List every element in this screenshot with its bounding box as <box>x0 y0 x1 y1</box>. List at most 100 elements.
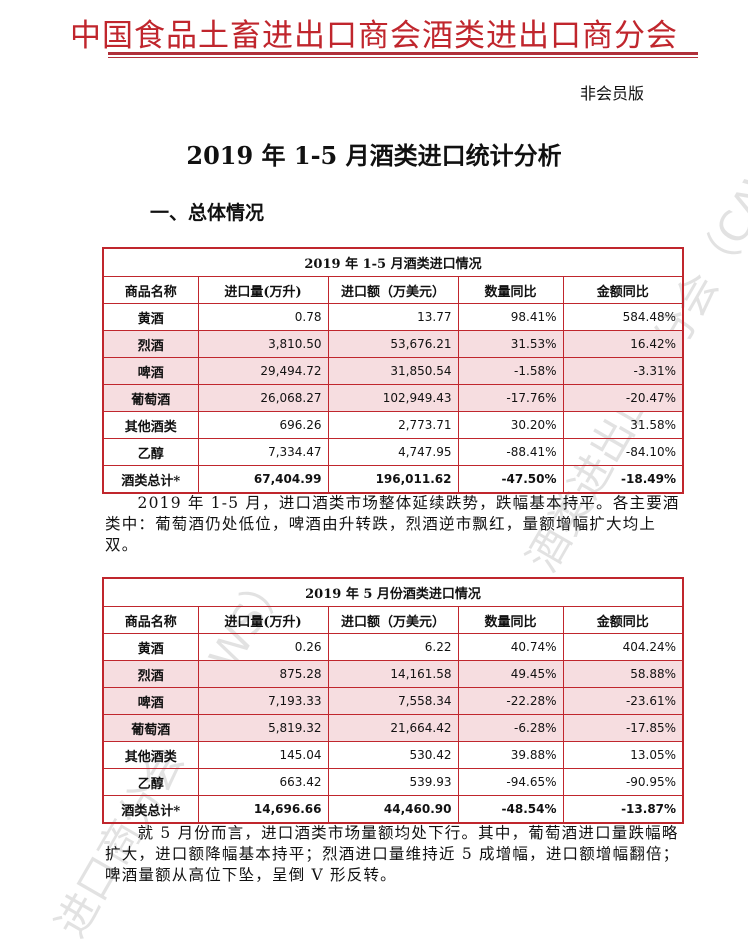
column-header: 进口量(万升) <box>197 276 329 304</box>
value-yoy: 584.48% <box>562 303 684 331</box>
import-table-jan-may: 2019 年 1-5 月酒类进口情况 商品名称 进口量(万升) 进口额（万美元）… <box>102 247 684 494</box>
table-row: 黄酒 0.26 6.22 40.74% 404.24% <box>102 633 684 661</box>
import-volume: 663.42 <box>197 768 329 796</box>
value-yoy: 16.42% <box>562 330 684 358</box>
column-header: 数量同比 <box>457 276 564 304</box>
import-volume: 26,068.27 <box>197 384 329 412</box>
import-volume: 29,494.72 <box>197 357 329 385</box>
table-caption: 2019 年 1-5 月酒类进口情况 <box>102 247 684 277</box>
volume-yoy: -17.76% <box>457 384 564 412</box>
product-name: 烈酒 <box>102 660 199 688</box>
column-header: 进口额（万美元） <box>327 276 459 304</box>
import-volume: 67,404.99 <box>197 465 329 494</box>
column-header: 数量同比 <box>457 606 564 634</box>
import-value: 4,747.95 <box>327 438 459 466</box>
import-value: 6.22 <box>327 633 459 661</box>
product-name: 酒类总计* <box>102 465 199 494</box>
import-value: 7,558.34 <box>327 687 459 715</box>
import-value: 2,773.71 <box>327 411 459 439</box>
product-name: 啤酒 <box>102 687 199 715</box>
import-volume: 875.28 <box>197 660 329 688</box>
volume-yoy: -47.50% <box>457 465 564 494</box>
table-row: 烈酒 875.28 14,161.58 49.45% 58.88% <box>102 660 684 688</box>
analysis-paragraph: 就 5 月份而言，进口酒类市场量额均处下行。其中，葡萄酒进口量跌幅略扩大，进口额… <box>105 824 680 884</box>
import-value: 53,676.21 <box>327 330 459 358</box>
import-volume: 7,193.33 <box>197 687 329 715</box>
column-header: 进口量(万升) <box>197 606 329 634</box>
table-row: 啤酒 29,494.72 31,850.54 -1.58% -3.31% <box>102 357 684 385</box>
table-row: 葡萄酒 5,819.32 21,664.42 -6.28% -17.85% <box>102 714 684 742</box>
value-yoy: -13.87% <box>562 795 684 824</box>
volume-yoy: -94.65% <box>457 768 564 796</box>
import-value: 196,011.62 <box>327 465 459 494</box>
table-row: 烈酒 3,810.50 53,676.21 31.53% 16.42% <box>102 330 684 358</box>
table-total-row: 酒类总计* 67,404.99 196,011.62 -47.50% -18.4… <box>102 465 684 494</box>
value-yoy: -23.61% <box>562 687 684 715</box>
product-name: 啤酒 <box>102 357 199 385</box>
table-row: 乙醇 663.42 539.93 -94.65% -90.95% <box>102 768 684 796</box>
header-rule <box>108 52 698 55</box>
import-volume: 3,810.50 <box>197 330 329 358</box>
product-name: 烈酒 <box>102 330 199 358</box>
product-name: 其他酒类 <box>102 411 199 439</box>
product-name: 黄酒 <box>102 303 199 331</box>
import-value: 14,161.58 <box>327 660 459 688</box>
value-yoy: 404.24% <box>562 633 684 661</box>
import-volume: 0.26 <box>197 633 329 661</box>
volume-yoy: 31.53% <box>457 330 564 358</box>
column-header: 金额同比 <box>562 276 684 304</box>
value-yoy: -18.49% <box>562 465 684 494</box>
import-volume: 14,696.66 <box>197 795 329 824</box>
import-value: 44,460.90 <box>327 795 459 824</box>
volume-yoy: -88.41% <box>457 438 564 466</box>
value-yoy: -20.47% <box>562 384 684 412</box>
column-header: 商品名称 <box>102 276 199 304</box>
value-yoy: 13.05% <box>562 741 684 769</box>
import-value: 13.77 <box>327 303 459 331</box>
column-header: 金额同比 <box>562 606 684 634</box>
volume-yoy: 98.41% <box>457 303 564 331</box>
import-volume: 696.26 <box>197 411 329 439</box>
import-volume: 7,334.47 <box>197 438 329 466</box>
value-yoy: -84.10% <box>562 438 684 466</box>
volume-yoy: 39.88% <box>457 741 564 769</box>
product-name: 黄酒 <box>102 633 199 661</box>
volume-yoy: -22.28% <box>457 687 564 715</box>
table-total-row: 酒类总计* 14,696.66 44,460.90 -48.54% -13.87… <box>102 795 684 824</box>
organization-name: 中国食品土畜进出口商会酒类进出口商分会 <box>70 18 678 54</box>
value-yoy: -17.85% <box>562 714 684 742</box>
column-header: 商品名称 <box>102 606 199 634</box>
import-volume: 0.78 <box>197 303 329 331</box>
import-value: 21,664.42 <box>327 714 459 742</box>
header-rule-thin <box>108 57 698 58</box>
volume-yoy: 40.74% <box>457 633 564 661</box>
value-yoy: -3.31% <box>562 357 684 385</box>
product-name: 葡萄酒 <box>102 714 199 742</box>
volume-yoy: -6.28% <box>457 714 564 742</box>
table-row: 啤酒 7,193.33 7,558.34 -22.28% -23.61% <box>102 687 684 715</box>
value-yoy: 31.58% <box>562 411 684 439</box>
table-row: 乙醇 7,334.47 4,747.95 -88.41% -84.10% <box>102 438 684 466</box>
product-name: 乙醇 <box>102 438 199 466</box>
analysis-paragraph: 2019 年 1-5 月，进口酒类市场整体延续跌势，跌幅基本持平。各主要酒类中：… <box>105 494 680 554</box>
import-value: 31,850.54 <box>327 357 459 385</box>
table-caption: 2019 年 5 月份酒类进口情况 <box>102 577 684 607</box>
product-name: 葡萄酒 <box>102 384 199 412</box>
product-name: 其他酒类 <box>102 741 199 769</box>
product-name: 酒类总计* <box>102 795 199 824</box>
product-name: 乙醇 <box>102 768 199 796</box>
volume-yoy: -1.58% <box>457 357 564 385</box>
value-yoy: -90.95% <box>562 768 684 796</box>
column-header: 进口额（万美元） <box>327 606 459 634</box>
import-value: 102,949.43 <box>327 384 459 412</box>
import-table-may: 2019 年 5 月份酒类进口情况 商品名称 进口量(万升) 进口额（万美元） … <box>102 577 685 824</box>
section-heading: 一、总体情况 <box>150 202 265 224</box>
volume-yoy: 30.20% <box>457 411 564 439</box>
document-title: 2019 年 1-5 月酒类进口统计分析 <box>186 141 562 170</box>
import-volume: 145.04 <box>197 741 329 769</box>
volume-yoy: 49.45% <box>457 660 564 688</box>
import-value: 539.93 <box>327 768 459 796</box>
import-volume: 5,819.32 <box>197 714 329 742</box>
volume-yoy: -48.54% <box>457 795 564 824</box>
value-yoy: 58.88% <box>562 660 684 688</box>
